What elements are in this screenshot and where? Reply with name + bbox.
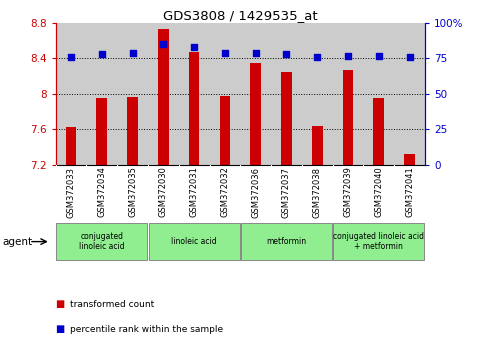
FancyBboxPatch shape — [333, 223, 425, 260]
Text: GSM372035: GSM372035 — [128, 167, 137, 217]
Point — [190, 44, 198, 50]
Text: GSM372034: GSM372034 — [97, 167, 106, 217]
Bar — [66, 126, 76, 165]
Text: GSM372039: GSM372039 — [343, 167, 353, 217]
Bar — [342, 70, 354, 165]
Text: GSM372033: GSM372033 — [67, 166, 75, 218]
Point — [128, 50, 136, 56]
Point — [375, 53, 383, 58]
Text: percentile rank within the sample: percentile rank within the sample — [70, 325, 223, 334]
Text: conjugated linoleic acid
+ metformin: conjugated linoleic acid + metformin — [333, 232, 425, 251]
Bar — [312, 126, 323, 165]
Text: metformin: metformin — [267, 237, 307, 246]
Point — [283, 51, 290, 57]
Text: agent: agent — [2, 236, 32, 247]
Text: GDS3808 / 1429535_at: GDS3808 / 1429535_at — [163, 9, 318, 22]
Point — [406, 54, 413, 60]
Bar — [127, 97, 138, 165]
Point — [313, 54, 321, 60]
Bar — [96, 98, 107, 165]
Point — [98, 51, 106, 57]
FancyBboxPatch shape — [149, 223, 240, 260]
Text: transformed count: transformed count — [70, 300, 154, 309]
Text: GSM372040: GSM372040 — [374, 167, 384, 217]
Bar — [404, 154, 415, 165]
FancyBboxPatch shape — [241, 223, 332, 260]
Bar — [158, 29, 169, 165]
Bar — [250, 63, 261, 165]
Text: GSM372032: GSM372032 — [220, 167, 229, 217]
Text: GSM372038: GSM372038 — [313, 166, 322, 218]
Text: ■: ■ — [56, 324, 65, 334]
Bar — [189, 52, 199, 165]
Text: linoleic acid: linoleic acid — [171, 237, 217, 246]
Text: GSM372030: GSM372030 — [159, 167, 168, 217]
Text: GSM372037: GSM372037 — [282, 166, 291, 218]
Text: ■: ■ — [56, 299, 65, 309]
Point — [221, 50, 229, 56]
Text: GSM372041: GSM372041 — [405, 167, 414, 217]
Point — [159, 41, 167, 47]
Point — [344, 53, 352, 58]
Bar — [281, 72, 292, 165]
Bar — [219, 96, 230, 165]
Point — [252, 50, 259, 56]
Bar — [373, 98, 384, 165]
Text: GSM372036: GSM372036 — [251, 166, 260, 218]
FancyBboxPatch shape — [56, 223, 147, 260]
Point — [67, 54, 75, 60]
Text: GSM372031: GSM372031 — [190, 167, 199, 217]
Text: conjugated
linoleic acid: conjugated linoleic acid — [79, 232, 125, 251]
